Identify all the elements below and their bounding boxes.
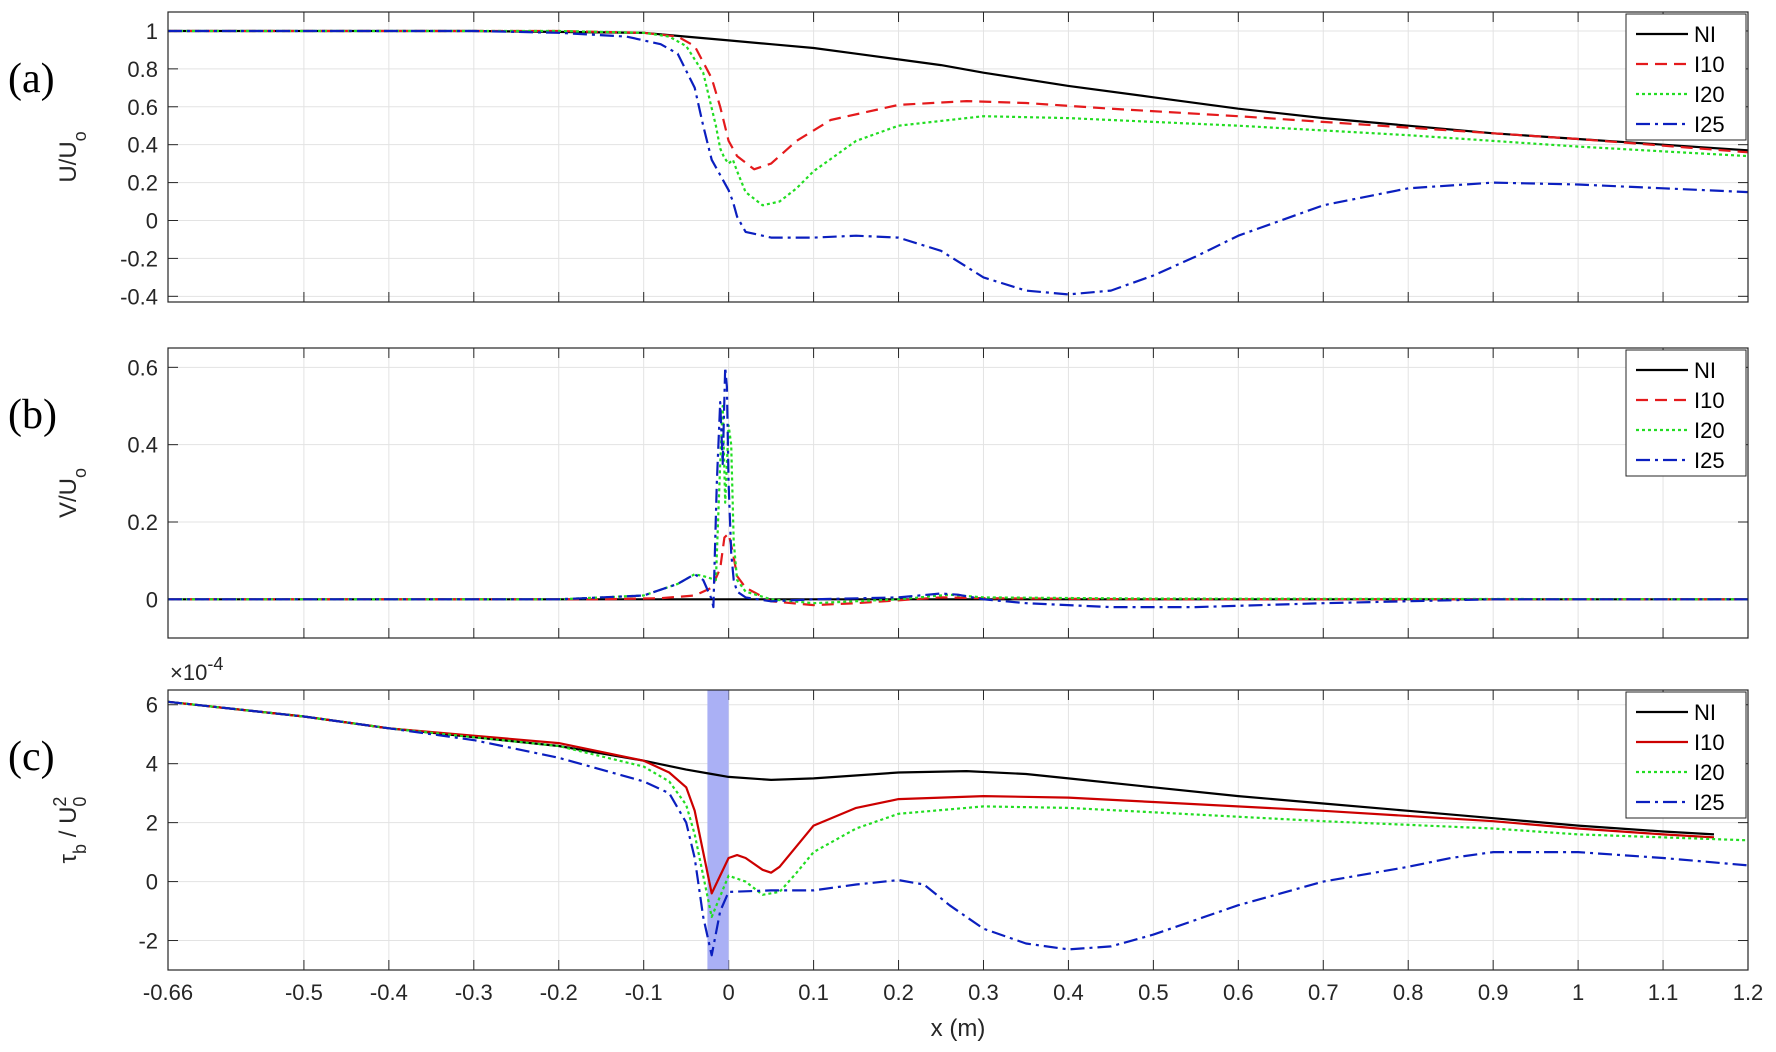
y-tick-label: -0.2 xyxy=(120,246,158,271)
y-tick-label: -2 xyxy=(138,929,158,954)
panel-a: -0.4 -0.2 0 0.2 0.4 0.6 0.8 1 NI I10 I20 I25 (a)U/Uo xyxy=(8,11,1749,309)
series-line-i10 xyxy=(168,532,1748,607)
y-axis-label: U/Uo xyxy=(55,131,90,182)
y-tick-label: 0 xyxy=(146,870,158,895)
y-axis-label: V/Uo xyxy=(55,468,90,518)
x-tick-label: 0.1 xyxy=(798,980,829,1005)
plot-area xyxy=(168,690,1748,970)
series-line-i20 xyxy=(168,29,1748,207)
legend-label: I20 xyxy=(1694,418,1725,443)
series-line-ni xyxy=(168,700,1715,836)
panel-c: -2 0 2 4 6 -0.66 -0.5 -0.4 -0.3 -0.2 -0.1 0 0.1 0.2 0.… xyxy=(8,654,1763,1042)
y-tick-label: 0.8 xyxy=(127,57,158,82)
x-tick-label: 0.5 xyxy=(1138,980,1169,1005)
x-tick-label: 0 xyxy=(723,980,735,1005)
x-axis-label: x (m) xyxy=(931,1015,986,1042)
legend-label: I20 xyxy=(1694,82,1725,107)
x-tick-label: 0.7 xyxy=(1308,980,1339,1005)
x-tick-label: 1.2 xyxy=(1733,980,1764,1005)
series-line-i25 xyxy=(168,29,1748,296)
y-tick-label: 0.2 xyxy=(127,510,158,535)
legend-label: I20 xyxy=(1694,760,1725,785)
series-line-i20 xyxy=(168,700,1748,918)
legend-label: NI xyxy=(1694,358,1716,383)
y-tick-label: 0.2 xyxy=(127,171,158,196)
x-tick-label: -0.1 xyxy=(625,980,663,1005)
series-line-i10 xyxy=(168,700,1715,895)
plot-area xyxy=(168,348,1748,638)
y-exponent-label: ×10-4 xyxy=(170,654,223,685)
y-axis-label: τb / U20 xyxy=(50,797,90,864)
x-tick-label: 0.4 xyxy=(1053,980,1084,1005)
legend-label: I25 xyxy=(1694,448,1725,473)
axes-frame xyxy=(167,347,1749,639)
x-tick-label: -0.5 xyxy=(285,980,323,1005)
x-tick-label: 1.1 xyxy=(1648,980,1679,1005)
y-tick-label: 2 xyxy=(146,811,158,836)
y-tick-label: 1 xyxy=(146,19,158,44)
y-tick-label: 0 xyxy=(146,587,158,612)
x-tick-label: -0.66 xyxy=(143,980,193,1005)
y-tick-label: 0.4 xyxy=(127,133,158,158)
y-tick-label: 0 xyxy=(146,208,158,233)
series-line-i10 xyxy=(168,29,1748,171)
series-line-i25 xyxy=(168,700,1748,957)
axes-frame xyxy=(167,689,1749,971)
x-tick-label: -0.2 xyxy=(540,980,578,1005)
legend-label: I10 xyxy=(1694,388,1725,413)
panel-b: 0 0.2 0.4 0.6 NI I10 I20 I25 (b) V/Uo xyxy=(8,347,1749,639)
panel-label: (b) xyxy=(8,392,57,438)
legend-label: I10 xyxy=(1694,52,1725,77)
x-tick-label: 0.6 xyxy=(1223,980,1254,1005)
y-tick-label: 0.6 xyxy=(127,355,158,380)
x-tick-label: 0.2 xyxy=(883,980,914,1005)
x-tick-label: 1 xyxy=(1572,980,1584,1005)
y-tick-label: 0.6 xyxy=(127,95,158,120)
y-tick-label: 4 xyxy=(146,752,158,777)
legend-label: I10 xyxy=(1694,730,1725,755)
x-tick-label: 0.9 xyxy=(1478,980,1509,1005)
panel-label: (a) xyxy=(8,56,55,102)
shaded-band xyxy=(707,690,729,970)
x-tick-label: -0.4 xyxy=(370,980,408,1005)
legend-label: NI xyxy=(1694,22,1716,47)
legend-label: I25 xyxy=(1694,112,1725,137)
legend-label: I25 xyxy=(1694,790,1725,815)
x-tick-label: 0.8 xyxy=(1393,980,1424,1005)
x-tick-label: -0.3 xyxy=(455,980,493,1005)
x-tick-label: 0.3 xyxy=(968,980,999,1005)
series-line-i20 xyxy=(168,404,1748,605)
y-tick-label: 0.4 xyxy=(127,433,158,458)
series-line-i25 xyxy=(168,366,1748,609)
y-tick-label: -0.4 xyxy=(120,284,158,309)
axes-frame xyxy=(167,11,1749,303)
plot-area xyxy=(168,12,1748,302)
legend-label: NI xyxy=(1694,700,1716,725)
panel-label: (c) xyxy=(8,734,55,780)
y-tick-label: 6 xyxy=(146,693,158,718)
